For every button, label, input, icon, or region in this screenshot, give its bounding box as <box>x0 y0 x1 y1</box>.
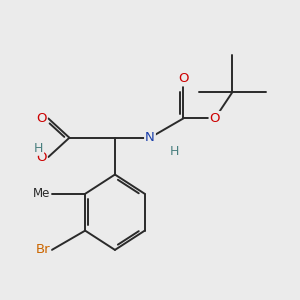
Text: O: O <box>36 112 46 125</box>
Text: O: O <box>178 72 189 85</box>
Text: H: H <box>169 145 179 158</box>
Text: O: O <box>210 112 220 125</box>
Text: H: H <box>34 142 43 155</box>
Text: N: N <box>145 131 155 144</box>
Text: O: O <box>36 151 46 164</box>
Text: Br: Br <box>35 243 50 256</box>
Text: Me: Me <box>33 187 50 200</box>
